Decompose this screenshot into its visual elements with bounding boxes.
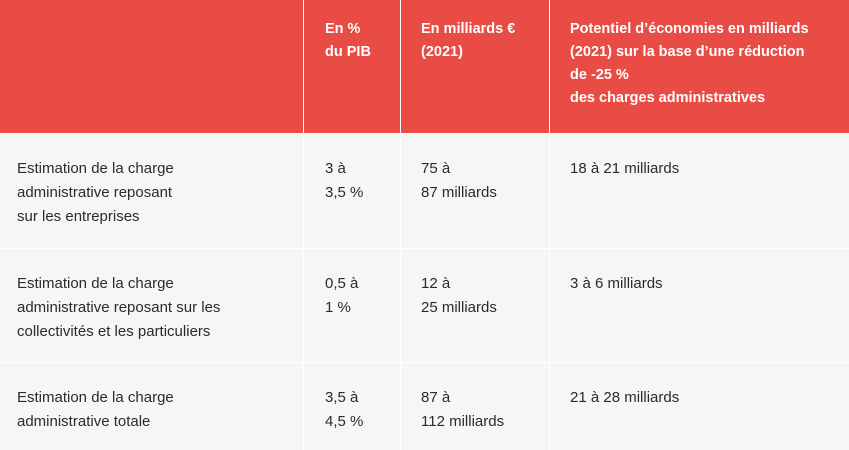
cell-text: 18 à 21 milliards: [570, 160, 680, 177]
cell-text: 3,5 à: [325, 389, 359, 406]
cell-text: 25 milliards: [421, 299, 497, 316]
table-cell: Estimation de la charge administrative to…: [0, 363, 303, 450]
cell-text: 112 milliards: [421, 413, 505, 430]
cell-text: de -25 %: [570, 67, 629, 83]
table-cell: 21 à 28 milliards: [550, 363, 849, 450]
cell-text: 87 milliards: [421, 184, 497, 201]
table-cell: 75 à 87 milliards: [401, 134, 549, 248]
cell-text: 0,5 à: [325, 275, 359, 292]
cell-text: 12 à: [421, 275, 451, 292]
table-cell: 12 à 25 milliards: [401, 249, 549, 362]
header-cell: En % du PIB: [304, 0, 400, 133]
cell-text: En milliards €: [421, 21, 516, 37]
cell-text: Potentiel d’économies en milliards: [570, 21, 809, 37]
table-cell: 3,5 à 4,5 %: [304, 363, 400, 450]
cell-text: 75 à: [421, 160, 451, 177]
cell-text: Estimation de la charge: [17, 389, 174, 406]
cell-text: 4,5 %: [325, 413, 364, 430]
cell-text: des charges administratives: [570, 90, 766, 106]
cell-text: (2021): [421, 44, 463, 60]
header-cell: En milliards € (2021): [401, 0, 549, 133]
cell-text: sur les entreprises: [17, 208, 140, 225]
cell-text: 3 à 6 milliards: [570, 275, 663, 292]
table-cell: 3 à 6 milliards: [550, 249, 849, 362]
header-cell: Potentiel d’économies en milliards (2021)…: [550, 0, 849, 133]
cell-text: 87 à: [421, 389, 451, 406]
cell-text: 21 à 28 milliards: [570, 389, 680, 406]
header-cell: [0, 0, 303, 133]
cell-text: 3 à: [325, 160, 346, 177]
table-cell: Estimation de la charge administrative re…: [0, 249, 303, 362]
cell-text: collectivités et les particuliers: [17, 323, 211, 340]
cell-text: administrative totale: [17, 413, 151, 430]
table-cell: 18 à 21 milliards: [550, 134, 849, 248]
cell-text: Estimation de la charge: [17, 275, 174, 292]
cell-text: Estimation de la charge: [17, 160, 174, 177]
table-cell: 3 à 3,5 %: [304, 134, 400, 248]
cell-text: administrative reposant: [17, 184, 173, 201]
cell-text: administrative reposant sur les: [17, 299, 221, 316]
table-cell: Estimation de la charge administrative re…: [0, 134, 303, 248]
table-cell: 87 à 112 milliards: [401, 363, 549, 450]
table-cell: 0,5 à 1 %: [304, 249, 400, 362]
cell-text: En %: [325, 21, 361, 37]
cell-text: (2021) sur la base d’une réduction: [570, 44, 805, 60]
cell-text: 1 %: [325, 299, 351, 316]
cell-text: 3,5 %: [325, 184, 364, 201]
cell-text: du PIB: [325, 44, 371, 60]
